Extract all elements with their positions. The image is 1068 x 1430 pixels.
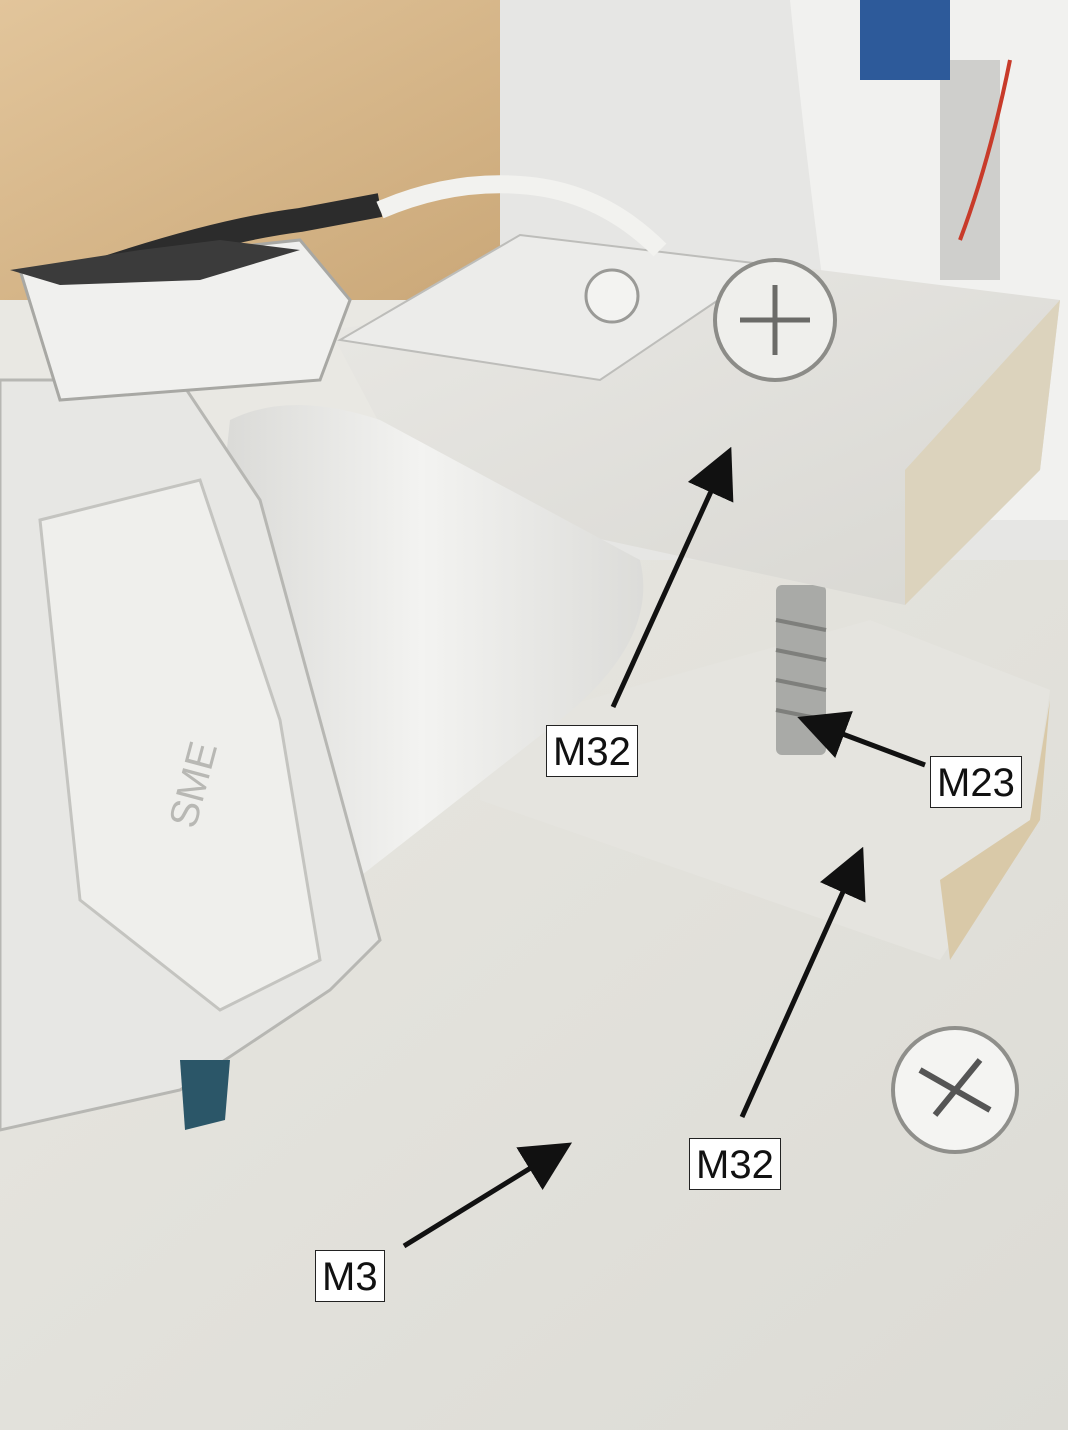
arrow-m23 [797,711,926,768]
arrow-top-m32 [610,446,734,709]
screw-shaft [776,585,826,755]
label-m23: M23 [930,756,1022,808]
lower-wood-end [940,700,1050,960]
arrow-bottom-m32 [739,846,866,1119]
white-cable [376,175,667,257]
dark-residue [10,240,300,285]
plate-screw [584,268,640,324]
circuit-board [860,0,950,80]
vent-grille [940,60,1000,280]
red-wire [958,59,1012,241]
upper-beam-end [905,300,1060,605]
lower-wood-block [480,620,1050,960]
label-m3: M3 [315,1250,385,1302]
label-bottom-m32: M32 [689,1138,781,1190]
arrow-m3 [402,1142,573,1249]
label-top-m32: M32 [546,725,638,777]
blue-stain [180,1060,230,1130]
